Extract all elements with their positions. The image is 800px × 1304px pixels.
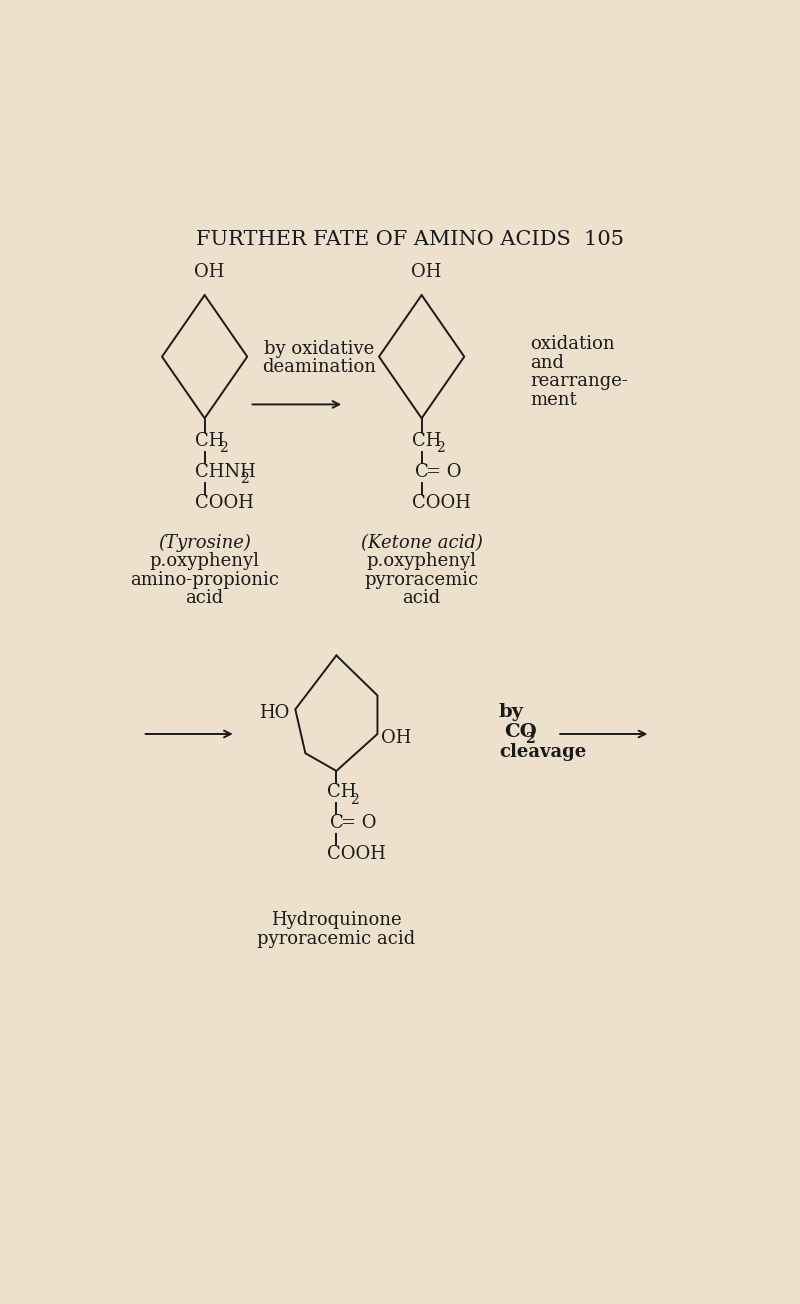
Text: pyroracemic acid: pyroracemic acid [258, 930, 415, 948]
Text: ment: ment [530, 391, 577, 408]
Text: oxidation: oxidation [530, 335, 614, 353]
Text: C: C [415, 463, 429, 481]
Text: by oxidative: by oxidative [264, 340, 374, 357]
Text: = O: = O [341, 814, 377, 832]
Text: CHNH: CHNH [195, 463, 256, 481]
Text: (Tyrosine): (Tyrosine) [158, 533, 251, 552]
Text: deamination: deamination [262, 359, 376, 377]
Text: HO: HO [258, 704, 289, 722]
Text: 2: 2 [435, 441, 444, 455]
Text: 2: 2 [240, 472, 249, 486]
Text: by: by [498, 703, 523, 721]
Text: OH: OH [194, 263, 224, 282]
Text: acid: acid [402, 589, 441, 608]
Text: CO: CO [505, 724, 538, 741]
Text: 2: 2 [525, 733, 534, 746]
Text: = O: = O [426, 463, 462, 481]
Text: 2: 2 [218, 441, 227, 455]
Text: amino-propionic: amino-propionic [130, 571, 279, 588]
Text: OH: OH [382, 729, 412, 747]
Text: COOH: COOH [412, 494, 471, 511]
Text: 2: 2 [350, 793, 359, 806]
Text: pyroracemic: pyroracemic [365, 571, 478, 588]
Text: and: and [530, 353, 564, 372]
Text: acid: acid [186, 589, 224, 608]
Text: COOH: COOH [195, 494, 254, 511]
Text: cleavage: cleavage [499, 743, 586, 762]
Text: rearrange-: rearrange- [530, 372, 628, 390]
Text: OH: OH [410, 263, 441, 282]
Text: COOH: COOH [327, 845, 386, 863]
Text: (Ketone acid): (Ketone acid) [361, 533, 482, 552]
Text: CH: CH [327, 784, 357, 801]
Text: p.oxyphenyl: p.oxyphenyl [366, 553, 477, 570]
Text: CH: CH [412, 432, 442, 450]
Text: C: C [330, 814, 344, 832]
Text: p.oxyphenyl: p.oxyphenyl [150, 553, 260, 570]
Text: FURTHER FATE OF AMINO ACIDS  105: FURTHER FATE OF AMINO ACIDS 105 [196, 230, 624, 249]
Text: Hydroquinone: Hydroquinone [271, 911, 402, 928]
Text: CH: CH [195, 432, 225, 450]
